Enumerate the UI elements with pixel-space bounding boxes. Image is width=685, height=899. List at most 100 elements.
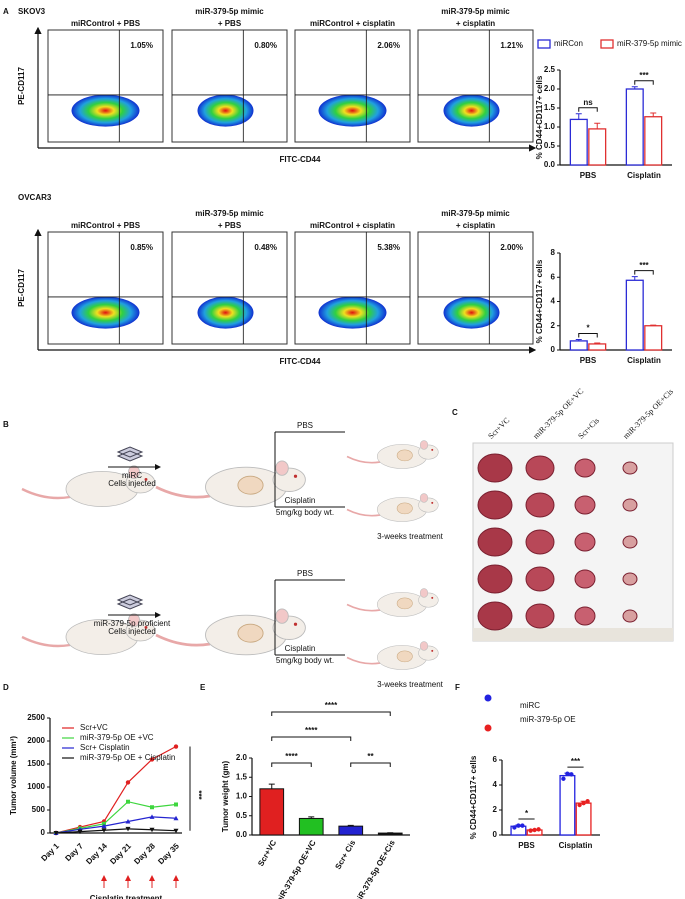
x-tick-label: miR-379-5p OE+Cis — [352, 838, 397, 899]
marker — [126, 799, 130, 804]
x-tick-label: Day 28 — [132, 841, 157, 866]
significance: ns — [583, 98, 593, 107]
y-tick-label: 6 — [551, 272, 556, 281]
column-label: miR-379-5p OE+Cis — [621, 387, 675, 441]
plot-title: miR-379-5p mimic — [195, 7, 264, 16]
axis-label: PE-CD117 — [17, 67, 26, 105]
label: miRC — [122, 471, 142, 480]
cell-line: SKOV3 — [18, 7, 46, 16]
label: miR-379-5p proficient — [94, 619, 171, 628]
data-point — [569, 772, 574, 777]
bar — [625, 279, 644, 351]
plot-title: miRControl + cisplatin — [310, 221, 395, 230]
bar — [588, 128, 607, 166]
data-point — [565, 771, 570, 776]
density — [197, 94, 254, 127]
quadrant-percent: 2.06% — [377, 41, 400, 50]
plot-title: + cisplatin — [456, 19, 495, 28]
label: 3-weeks treatment — [377, 680, 444, 689]
quadrant-percent: 0.85% — [130, 243, 153, 252]
density — [71, 296, 140, 329]
error-bar — [594, 342, 601, 344]
tumor — [477, 564, 513, 594]
marker — [101, 823, 107, 829]
density — [197, 296, 254, 329]
annotation: Cisplatin treatment — [90, 894, 163, 899]
y-tick-label: 0.5 — [236, 811, 248, 820]
plot-title: miR-379-5p mimic — [441, 7, 510, 16]
tumor — [477, 527, 513, 557]
error-bar — [575, 338, 582, 341]
series-line — [55, 801, 177, 834]
label: 5mg/kg body wt. — [276, 656, 334, 665]
bar — [559, 774, 576, 836]
y-tick-label: 0 — [551, 345, 556, 354]
legend-label: Scr+ Cisplatin — [80, 743, 130, 752]
data-point — [577, 802, 582, 808]
significance: ** — [367, 752, 374, 761]
data-point — [532, 827, 537, 833]
y-tick-label: 4 — [493, 780, 498, 789]
x-tick-label: Scr+VC — [256, 838, 278, 868]
axis-label: % CD44+CD117+ cells — [535, 259, 544, 343]
tumor — [622, 535, 638, 549]
bar — [338, 825, 364, 836]
error-bar — [347, 824, 354, 827]
y-tick-label: 2 — [551, 321, 556, 330]
axis-label: PE-CD117 — [17, 269, 26, 307]
error-bar — [631, 86, 638, 89]
mouse — [346, 493, 439, 522]
tumor — [525, 455, 555, 481]
x-tick-label: PBS — [580, 171, 597, 180]
quadrant-percent: 5.38% — [377, 243, 400, 252]
axis-label: % CD44+CD117+ cells — [469, 755, 478, 839]
legend-marker — [484, 694, 492, 702]
marker — [173, 815, 179, 821]
significance: *** — [639, 261, 649, 270]
label: Cells injected — [108, 627, 156, 636]
data-point — [585, 799, 590, 804]
error-bar — [575, 113, 582, 120]
panel-letter: C — [452, 408, 458, 417]
density — [318, 296, 387, 329]
y-tick-label: 2.0 — [544, 84, 556, 93]
panel-letter: A — [3, 7, 9, 16]
bar — [588, 343, 607, 351]
cells-icon — [116, 594, 144, 610]
legend-label: miR-379-5p mimic — [617, 39, 682, 48]
significance: * — [525, 809, 529, 818]
arm: PBS — [297, 421, 313, 430]
data-point — [581, 800, 586, 806]
legend-marker — [600, 39, 614, 49]
bracket — [578, 107, 598, 112]
density — [318, 94, 387, 127]
marker — [77, 829, 83, 835]
density — [443, 94, 500, 127]
cell-line: OVCAR3 — [18, 193, 52, 202]
mouse — [155, 608, 306, 656]
mouse — [346, 641, 439, 670]
y-tick-label: 2.5 — [544, 65, 556, 74]
legend-label: miR-379-5p OE + Cisplatin — [80, 753, 175, 762]
tumor — [574, 495, 596, 515]
cells-icon — [116, 446, 144, 462]
x-tick-label: PBS — [580, 356, 597, 365]
mouse — [346, 440, 439, 469]
marker — [125, 826, 131, 832]
x-tick-label: Scr+ Cis — [333, 838, 357, 871]
axis-label: FITC-CD44 — [280, 357, 321, 366]
significance: **** — [325, 701, 338, 710]
data-point — [561, 776, 566, 781]
marker — [173, 744, 179, 749]
x-tick-label: Cisplatin — [627, 171, 661, 180]
plot-title: miR-379-5p mimic — [441, 209, 510, 218]
error-bar — [594, 122, 601, 129]
label: 3-weeks treatment — [377, 532, 444, 541]
legend-label: miR-379-5p OE +VC — [80, 733, 154, 742]
tumor — [525, 603, 555, 629]
data-point — [512, 825, 517, 830]
y-tick-label: 8 — [551, 248, 556, 257]
column-label: Scr+VC — [486, 416, 511, 441]
tumor — [574, 606, 596, 626]
